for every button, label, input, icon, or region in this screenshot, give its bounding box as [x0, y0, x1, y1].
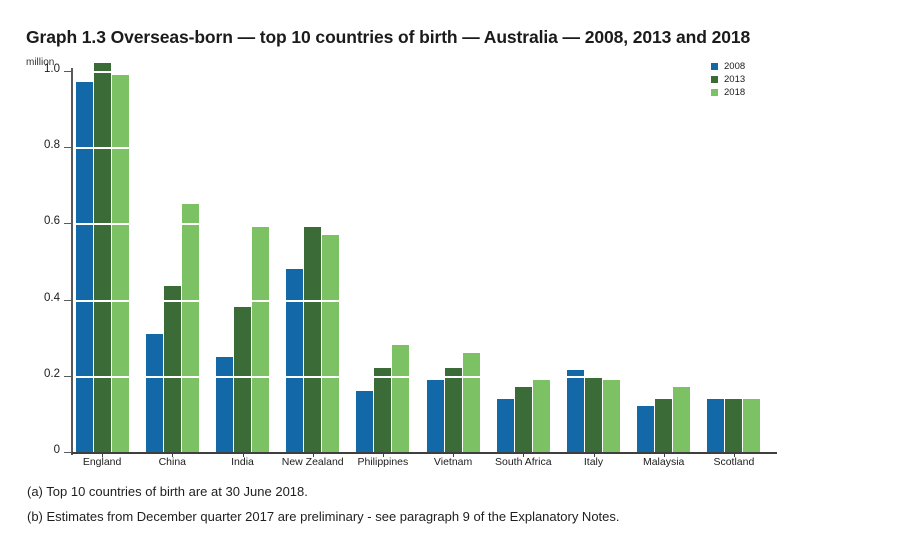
bar-vietnam-2013 [444, 368, 462, 452]
legend-item-2013: 2013 [711, 73, 745, 85]
bar-malaysia-2013 [655, 398, 673, 452]
bar-china-2008 [145, 333, 163, 452]
y-tick-mark [64, 375, 72, 377]
legend-swatch-icon-2018 [711, 88, 718, 96]
y-tick-label: 0.8 [44, 139, 60, 152]
bar-vietnam-2008 [426, 379, 444, 452]
bar-malaysia-2018 [673, 387, 691, 452]
x-tick-label-philippines: Philippines [357, 456, 409, 468]
bar-south-africa-2018 [532, 379, 550, 452]
bar-south-africa-2013 [514, 387, 532, 452]
y-tick-mark [64, 223, 72, 225]
x-tick-label-scotland: Scotland [713, 456, 755, 468]
x-tick-mark [733, 452, 735, 457]
bar-group [707, 71, 761, 452]
bar-new-zealand-2013 [304, 227, 322, 452]
bar-italy-2018 [603, 379, 620, 452]
bar-south-africa-2008 [496, 398, 514, 452]
y-tick-label: 0.6 [44, 215, 60, 228]
bar-italy-2008 [567, 370, 584, 452]
bar-vietnam-2018 [462, 352, 480, 452]
x-tick-label-south-africa: South Africa [494, 456, 552, 468]
x-tick-mark [102, 452, 104, 457]
bar-philippines-2013 [374, 368, 392, 452]
bar-philippines-2008 [356, 391, 374, 452]
bar-scotland-2018 [743, 398, 761, 452]
bar-china-2018 [181, 204, 199, 452]
bar-new-zealand-2008 [286, 269, 304, 452]
bar-china-2013 [163, 286, 181, 452]
x-tick-mark [523, 452, 525, 457]
bar-group [496, 71, 550, 452]
x-tick-mark [242, 452, 244, 457]
bar-group [567, 71, 620, 452]
bar-group [145, 71, 199, 452]
bar-new-zealand-2018 [322, 234, 340, 452]
bar-group [75, 63, 129, 452]
y-tick-mark [64, 452, 72, 453]
x-tick-label-italy: Italy [583, 456, 604, 468]
x-tick-mark [453, 452, 455, 457]
legend-swatch-icon-2008 [711, 62, 718, 70]
bar-india-2008 [216, 356, 233, 452]
y-tick-mark [64, 299, 72, 301]
bar-group [286, 71, 340, 452]
y-axis-unit-label: million [26, 57, 55, 68]
y-tick-mark [64, 71, 72, 72]
x-tick-label-malaysia: Malaysia [642, 456, 685, 468]
legend-item-2008: 2008 [711, 60, 745, 72]
y-tick-label: 0 [53, 444, 60, 456]
x-tick-label-india: India [231, 456, 254, 468]
x-tick-mark [663, 452, 665, 457]
y-tick-mark [64, 147, 72, 149]
legend: 2008 2013 2018 [711, 60, 745, 99]
legend-label-2018: 2018 [724, 86, 746, 98]
x-tick-label-china: China [158, 456, 187, 468]
bar-group [637, 71, 691, 452]
legend-swatch-icon-2013 [711, 75, 718, 83]
bar-england-2008 [75, 82, 93, 452]
x-tick-mark [593, 452, 595, 457]
bar-england-2013 [93, 63, 111, 452]
x-axis-line [71, 452, 777, 454]
y-tick-label: 1.0 [44, 63, 60, 75]
x-tick-mark [382, 452, 384, 457]
x-tick-mark [312, 452, 314, 457]
bar-scotland-2013 [725, 398, 743, 452]
bar-philippines-2018 [392, 345, 410, 452]
y-tick-label: 0.2 [44, 367, 60, 380]
footnote-a: (a) Top 10 countries of birth are at 30 … [27, 484, 308, 499]
legend-label-2013: 2013 [724, 73, 746, 85]
bar-group [216, 71, 269, 452]
x-tick-label-vietnam: Vietnam [433, 456, 473, 468]
bar-india-2013 [234, 307, 251, 452]
y-tick-label: 0.4 [44, 291, 60, 304]
page-title: Graph 1.3 Overseas-born — top 10 countri… [26, 27, 751, 47]
bar-italy-2013 [585, 375, 602, 452]
footnotes: (a) Top 10 countries of birth are at 30 … [27, 480, 620, 529]
x-tick-label-england: England [82, 456, 122, 468]
x-tick-mark [172, 452, 174, 457]
plot-area [73, 63, 775, 452]
x-tick-label-new-zealand: New Zealand [281, 456, 344, 468]
bar-group [356, 71, 410, 452]
footnote-b: (b) Estimates from December quarter 2017… [27, 508, 620, 524]
y-axis-line [71, 68, 73, 455]
bar-india-2018 [252, 227, 269, 452]
bar-malaysia-2008 [637, 406, 655, 452]
legend-label-2008: 2008 [724, 60, 746, 72]
bar-england-2018 [111, 74, 129, 452]
legend-item-2018: 2018 [711, 86, 745, 98]
bar-group [426, 71, 480, 452]
bar-scotland-2008 [707, 398, 725, 452]
